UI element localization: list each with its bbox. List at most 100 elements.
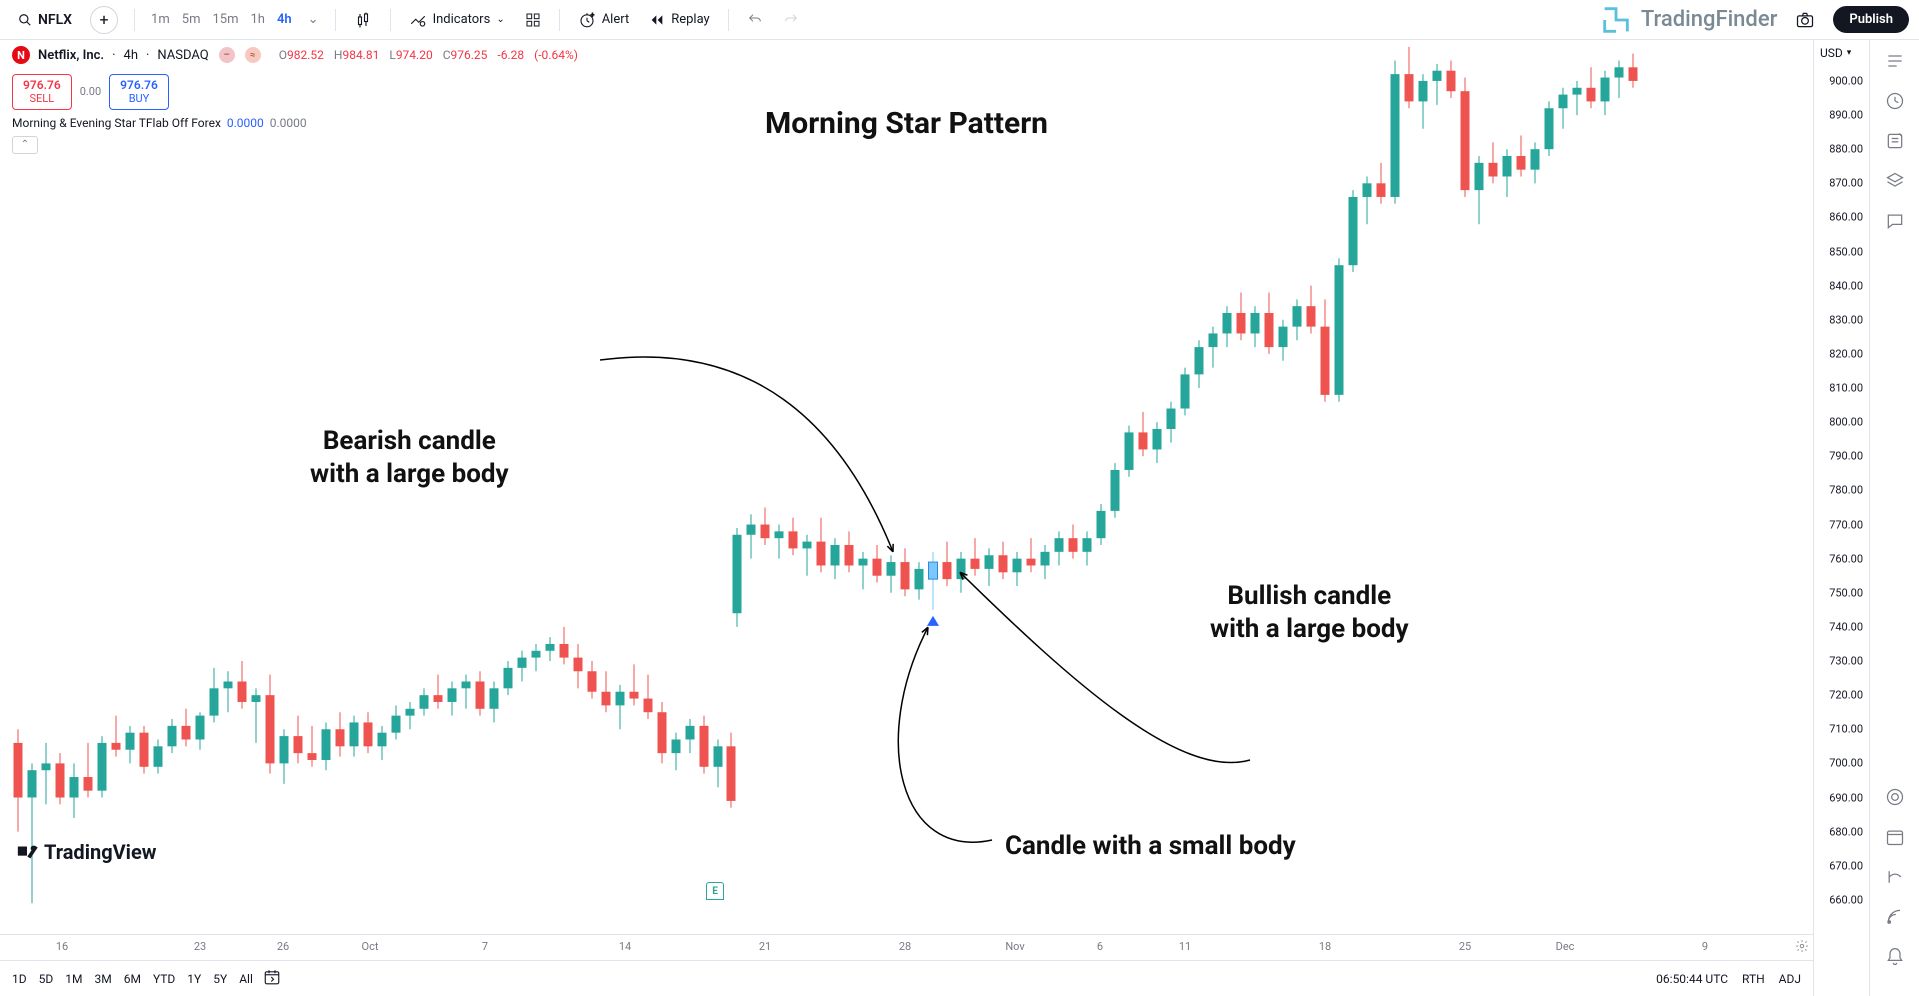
time-axis[interactable]: 162326Oct7142128Nov6111825Dec9 (0, 934, 1813, 960)
chart-legend: N Netflix, Inc. · 4h · NASDAQ – ≈ O982.5… (0, 40, 590, 158)
indicator-legend[interactable]: Morning & Evening Star TFlab Off Forex 0… (0, 114, 590, 132)
layouts-button[interactable] (517, 8, 549, 32)
redo-button[interactable] (775, 8, 807, 32)
chat-button[interactable] (1884, 210, 1906, 232)
timeframe-1h[interactable]: 1h (245, 8, 271, 31)
time-tick: 6 (1097, 940, 1103, 953)
currency-selector[interactable]: USD ▾ (1820, 46, 1851, 60)
camera-icon (1795, 10, 1815, 30)
right-sidebar (1869, 40, 1919, 996)
indicators-button[interactable]: Indicators ⌄ (401, 7, 513, 33)
timeframe-1m[interactable]: 1m (145, 8, 176, 31)
price-tick: 820.00 (1829, 347, 1863, 360)
goto-date-button[interactable] (263, 968, 281, 989)
annotation-bearish: Bearish candle with a large body (310, 425, 509, 490)
axis-settings-button[interactable] (1795, 939, 1809, 956)
symbol-search[interactable]: NFLX (10, 8, 80, 32)
time-tick: 23 (194, 940, 206, 953)
time-tick: 18 (1319, 940, 1331, 953)
notifications-button[interactable] (1884, 946, 1906, 968)
indicators-icon (409, 11, 427, 29)
range-5D[interactable]: 5D (39, 972, 54, 986)
range-6M[interactable]: 6M (124, 972, 141, 986)
replay-button[interactable]: Replay (641, 8, 718, 32)
time-tick: Oct (362, 940, 379, 953)
tf-icon (1599, 3, 1633, 37)
price-tick: 760.00 (1829, 552, 1863, 565)
watchlist-button[interactable] (1884, 50, 1906, 72)
price-tick: 840.00 (1829, 279, 1863, 292)
buy-button[interactable]: 976.76 BUY (109, 74, 169, 110)
collapse-legend-button[interactable]: ⌃ (12, 136, 38, 154)
price-tick: 750.00 (1829, 586, 1863, 599)
rth-toggle[interactable]: RTH (1742, 972, 1765, 986)
timeframe-15m[interactable]: 15m (206, 8, 244, 31)
stream-icon (1885, 907, 1905, 927)
tradingview-watermark: TradingView (16, 840, 156, 864)
chart-pane[interactable]: Morning Star Pattern Bearish candle with… (0, 40, 1813, 934)
price-tick: 690.00 (1829, 791, 1863, 804)
annotation-small: Candle with a small body (1005, 830, 1296, 863)
time-tick: 14 (619, 940, 631, 953)
calendar-button[interactable] (1884, 826, 1906, 848)
price-tick: 800.00 (1829, 416, 1863, 429)
earnings-badge[interactable]: E (706, 882, 724, 900)
alert-icon: + (578, 11, 596, 29)
timeframe-dropdown[interactable]: ⌄ (302, 8, 325, 31)
timeframe-group: 1m5m15m1h4h (145, 8, 298, 31)
stream-button[interactable] (1884, 906, 1906, 928)
range-5Y[interactable]: 5Y (213, 972, 227, 986)
company-name: Netflix, Inc. (38, 48, 104, 63)
search-icon (18, 13, 32, 27)
calendar-goto-icon (263, 968, 281, 986)
gear-icon (1795, 939, 1809, 953)
sell-button[interactable]: 976.76 SELL (12, 74, 72, 110)
time-tick: 7 (482, 940, 488, 953)
spread-value: 0.00 (80, 85, 101, 98)
price-tick: 740.00 (1829, 620, 1863, 633)
deviation-button[interactable] (1884, 866, 1906, 888)
alert-button[interactable]: + Alert (570, 7, 638, 33)
calendar-icon (1885, 827, 1905, 847)
price-tick: 880.00 (1829, 143, 1863, 156)
price-tick: 830.00 (1829, 313, 1863, 326)
svg-text:+: + (590, 12, 594, 19)
grid-icon (525, 12, 541, 28)
range-1M[interactable]: 1M (65, 972, 82, 986)
annotation-bullish: Bullish candle with a large body (1210, 580, 1409, 645)
range-YTD[interactable]: YTD (153, 972, 175, 986)
exchange-label: NASDAQ (157, 48, 208, 63)
range-All[interactable]: All (239, 972, 253, 986)
layers-button[interactable] (1884, 170, 1906, 192)
candlestick-chart (0, 40, 1813, 934)
price-tick: 860.00 (1829, 211, 1863, 224)
time-tick: 25 (1459, 940, 1471, 953)
target-button[interactable] (1884, 786, 1906, 808)
timeframe-4h[interactable]: 4h (271, 8, 298, 31)
layers-icon (1885, 171, 1905, 191)
bottom-toolbar: 1D5D1M3M6MYTD1Y5YAll 06:50:44 UTC RTH AD… (0, 960, 1813, 996)
chart-style-button[interactable] (346, 7, 380, 33)
publish-button[interactable]: Publish (1833, 6, 1909, 33)
range-1Y[interactable]: 1Y (187, 972, 201, 986)
ohlc-values: O982.52 H984.81 L974.20 C976.25 -6.28 (-… (279, 48, 578, 62)
undo-button[interactable] (739, 8, 771, 32)
add-symbol-button[interactable]: + (90, 6, 118, 34)
price-tick: 780.00 (1829, 484, 1863, 497)
time-tick: 21 (759, 940, 771, 953)
timeframe-5m[interactable]: 5m (176, 8, 207, 31)
snapshot-button[interactable] (1787, 6, 1823, 34)
annotation-title: Morning Star Pattern (765, 105, 1048, 143)
time-tick: 28 (899, 940, 911, 953)
undo-icon (747, 12, 763, 28)
price-tick: 810.00 (1829, 382, 1863, 395)
deviation-icon (1885, 867, 1905, 887)
time-tick: 26 (277, 940, 289, 953)
alerts-panel-button[interactable] (1884, 90, 1906, 112)
price-tick: 710.00 (1829, 723, 1863, 736)
range-3M[interactable]: 3M (94, 972, 111, 986)
range-1D[interactable]: 1D (12, 972, 27, 986)
adj-toggle[interactable]: ADJ (1779, 972, 1801, 986)
price-axis[interactable]: USD ▾ 900.00890.00880.00870.00860.00850.… (1813, 40, 1869, 996)
hotlist-button[interactable] (1884, 130, 1906, 152)
